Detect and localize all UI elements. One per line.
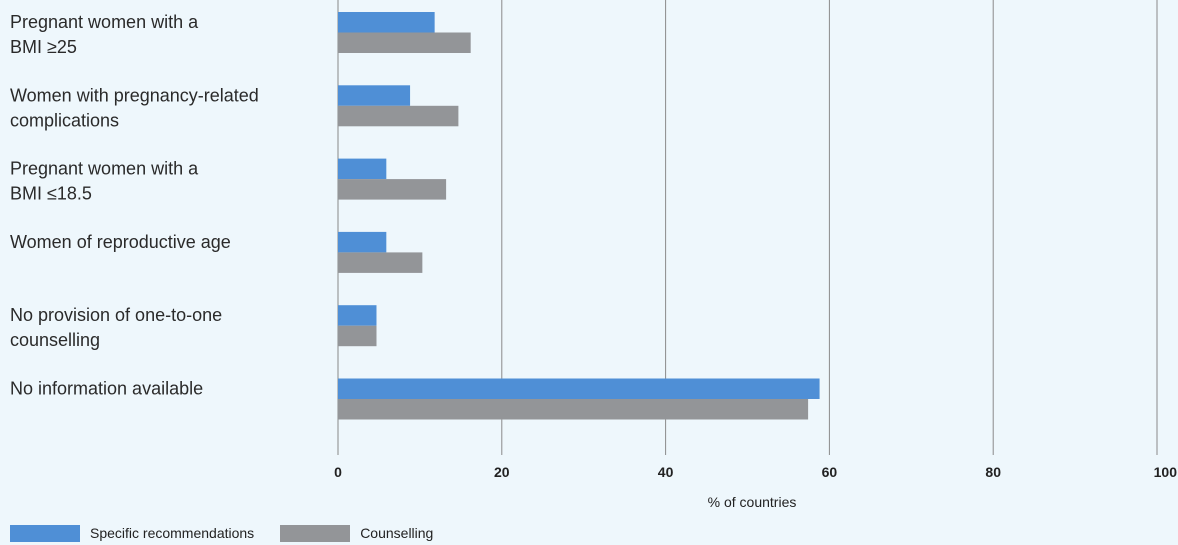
- category-label: BMI ≥25: [10, 37, 77, 57]
- category-label: BMI ≤18.5: [10, 184, 92, 204]
- bar-specific-recommendations: [338, 305, 377, 326]
- legend-label: Specific recommendations: [90, 525, 255, 541]
- category-label: No provision of one-to-one: [10, 305, 222, 325]
- legend: Specific recommendations Counselling: [10, 523, 459, 543]
- bar-counselling: [338, 105, 459, 127]
- x-tick-label: 60: [822, 464, 838, 480]
- x-tick-label: 40: [658, 464, 674, 480]
- category-label: Women with pregnancy-related: [10, 85, 259, 105]
- category-labels: Pregnant women with a BMI ≥25 Women with p…: [10, 12, 259, 399]
- bar-counselling: [338, 179, 447, 200]
- category-label: complications: [10, 110, 119, 130]
- legend-swatch: [10, 524, 80, 542]
- bar-counselling: [338, 399, 809, 420]
- x-tick-label: 20: [494, 464, 510, 480]
- x-axis-title: % of countries: [708, 494, 797, 510]
- x-tick-label: 80: [985, 464, 1001, 480]
- bar-counselling: [338, 252, 423, 273]
- bar-counselling: [338, 325, 377, 347]
- bar-counselling: [338, 32, 471, 53]
- category-label: Women of reproductive age: [10, 232, 231, 252]
- bar-specific-recommendations: [338, 231, 387, 253]
- bar-specific-recommendations: [338, 12, 435, 33]
- legend-label: Counselling: [360, 525, 434, 541]
- category-label: Pregnant women with a: [10, 12, 199, 32]
- bars: [338, 12, 820, 420]
- x-tick-label: 0: [334, 464, 342, 480]
- legend-item-counselling: Counselling: [280, 524, 434, 542]
- category-label: counselling: [10, 330, 100, 350]
- legend-swatch: [280, 524, 351, 542]
- bar-specific-recommendations: [338, 378, 820, 399]
- bar-specific-recommendations: [338, 85, 411, 106]
- legend-item-specific-recommendations: Specific recommendations: [10, 524, 255, 542]
- bar-specific-recommendations: [338, 158, 387, 180]
- category-label: No information available: [10, 379, 203, 399]
- x-tick-label: 100: [1154, 464, 1178, 480]
- bar-chart: Pregnant women with a BMI ≥25 Women with p…: [10, 0, 1177, 510]
- category-label: Pregnant women with a: [10, 159, 199, 179]
- x-tick-labels: 0 20 40 60 80 100: [334, 464, 1177, 480]
